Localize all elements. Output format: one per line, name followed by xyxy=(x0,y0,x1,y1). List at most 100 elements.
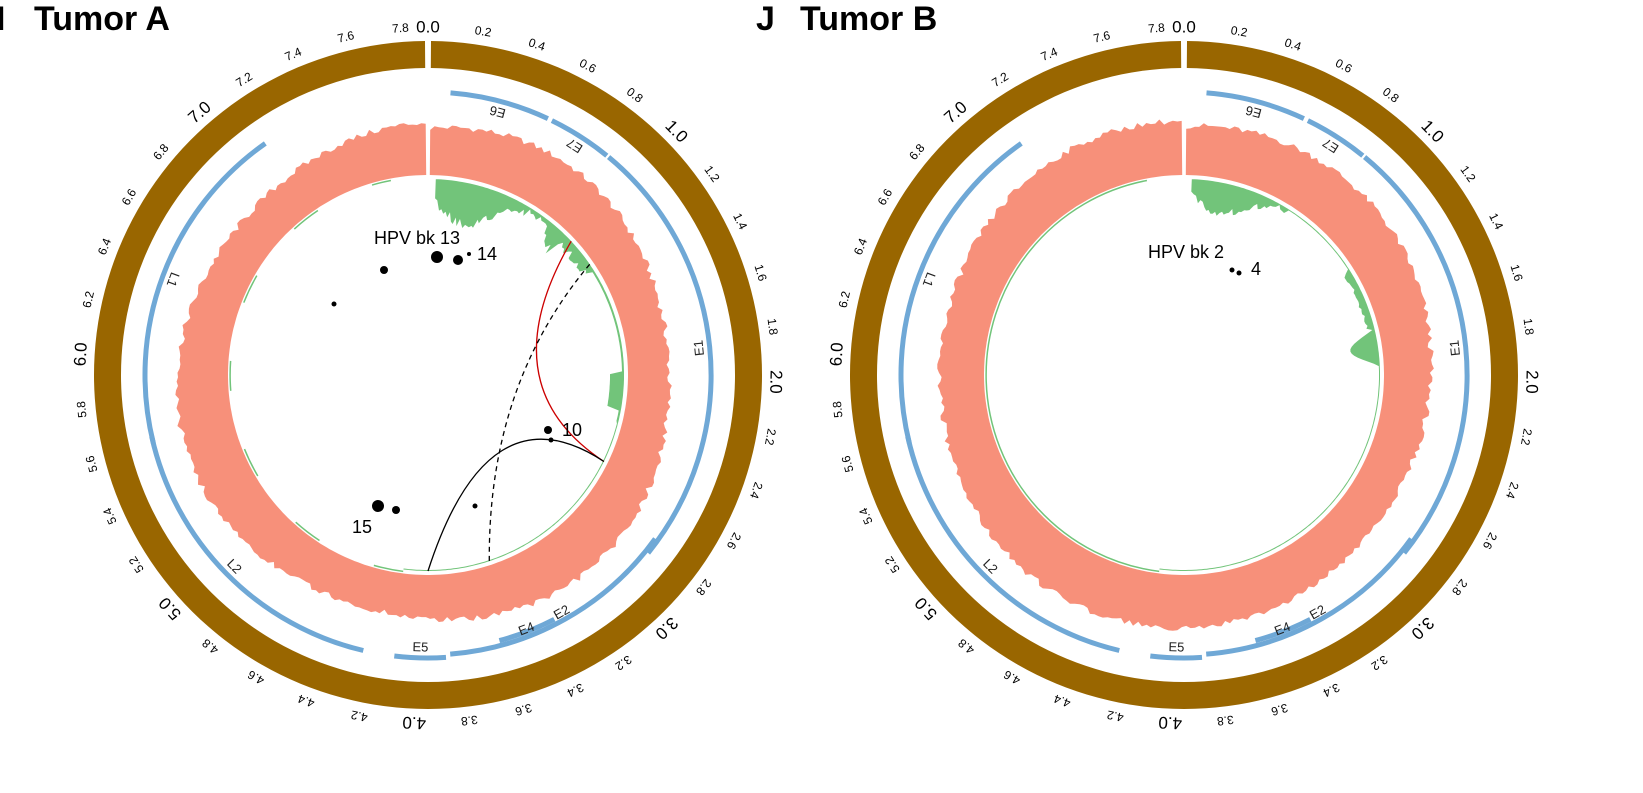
tick-label: 2.2 xyxy=(762,427,779,446)
gene-arc-e1 xyxy=(607,155,714,555)
tick-label: 2.8 xyxy=(693,576,714,598)
tick-label: 0.8 xyxy=(624,85,646,106)
panel-letter-j: J xyxy=(756,0,775,38)
tick-label: 0.0 xyxy=(1172,18,1196,37)
tick-label: 4.8 xyxy=(955,636,977,658)
gene-arc-e4 xyxy=(498,617,556,644)
tick-label: 5.4 xyxy=(856,505,876,526)
gene-label-e7: E7 xyxy=(1320,135,1341,156)
tick-label: 5.8 xyxy=(74,400,90,418)
gene-arc-e5 xyxy=(394,653,447,661)
gene-label-e2: E2 xyxy=(1307,602,1328,623)
tick-label: 3.4 xyxy=(1321,680,1342,700)
breakpoint-dot xyxy=(467,252,471,256)
gene-label-e6: E6 xyxy=(488,103,507,122)
tick-label: 4.6 xyxy=(1001,667,1023,688)
tick-label: 6.0 xyxy=(826,342,846,367)
gene-label-e1: E1 xyxy=(1446,339,1463,356)
gene-arc-e2 xyxy=(450,537,658,657)
tick-label: 1.4 xyxy=(730,211,750,232)
tick-label: 1.8 xyxy=(1521,317,1537,336)
annotation-4: 4 xyxy=(1251,259,1261,279)
coverage-track-thin xyxy=(985,179,1160,573)
tick-label: 5.2 xyxy=(126,554,147,576)
gene-arc-e7 xyxy=(1306,118,1365,158)
tick-label: 3.8 xyxy=(460,713,479,729)
tick-label: 6.6 xyxy=(875,186,896,208)
gene-arc-e6 xyxy=(450,90,549,121)
breakpoint-dot xyxy=(472,503,478,509)
tick-label: 7.2 xyxy=(233,69,255,90)
tick-label: 7.8 xyxy=(392,20,410,35)
gene-arc-e7 xyxy=(550,118,609,158)
tick-label: 6.8 xyxy=(906,141,928,163)
tick-label: 4.2 xyxy=(349,708,368,725)
tick-label: 2.8 xyxy=(1449,576,1470,598)
tick-label: 3.6 xyxy=(513,701,533,719)
breakpoint-link-2 xyxy=(488,263,591,562)
circos-plot-tumor-b: 0.0 0.20.40.60.81.01.21.41.61.82.02.22.42… xyxy=(826,18,1541,733)
tick-label: 0.2 xyxy=(1230,23,1249,40)
tick-label: 2.4 xyxy=(747,480,766,501)
gene-arc-e2 xyxy=(1206,537,1414,657)
tick-label: 0.6 xyxy=(1333,56,1355,76)
tick-label: 7.2 xyxy=(989,69,1011,90)
panel-tumor-b: J Tumor B 0.0 0.20.40.60.81.01.21.41.61.8… xyxy=(756,0,1542,733)
breakpoint-dot xyxy=(380,266,388,274)
tick-label: 1.8 xyxy=(765,317,781,336)
gene-label-e7: E7 xyxy=(564,135,585,156)
tick-label: 7.4 xyxy=(283,44,304,63)
tick-label: 7.6 xyxy=(1092,28,1112,46)
tick-label: 4.8 xyxy=(199,636,221,658)
tick-label: 0.0 xyxy=(416,18,440,37)
annotation-hpv-bk-2: HPV bk 2 xyxy=(1148,242,1224,262)
breakpoint-dot xyxy=(548,437,554,443)
tick-label: 6.8 xyxy=(150,141,172,163)
gene-arc-l1 xyxy=(898,141,1023,444)
gene-arc-l1 xyxy=(142,141,267,444)
tick-label: 0.8 xyxy=(1380,85,1402,106)
breakpoint-dot xyxy=(372,500,384,512)
read-depth-track xyxy=(937,119,1434,631)
tick-label: 2.0 xyxy=(766,370,785,394)
breakpoint-dot xyxy=(1229,267,1235,273)
tick-label: 0.6 xyxy=(577,56,599,76)
tick-label: 4.4 xyxy=(296,691,317,710)
tick-label: 6.2 xyxy=(80,290,97,310)
tick-label: 5.8 xyxy=(830,400,846,418)
panel-letter-i: I xyxy=(0,0,5,38)
read-depth-track xyxy=(175,123,672,622)
breakpoint-dot xyxy=(453,255,463,265)
breakpoint-link-0 xyxy=(535,240,605,463)
breakpoint-dot xyxy=(1236,270,1242,276)
tick-label: 6.6 xyxy=(119,186,140,208)
tick-label: 4.6 xyxy=(245,667,267,688)
panel-title-tumor-b: Tumor B xyxy=(800,0,937,38)
gene-label-e4: E4 xyxy=(516,619,536,639)
tick-label: 6.4 xyxy=(95,236,114,257)
tick-label: 5.6 xyxy=(83,454,101,474)
breakpoint-dot xyxy=(544,426,552,434)
breakpoint-dot xyxy=(392,506,400,514)
gene-arc-e4 xyxy=(1254,617,1312,644)
tick-label: 5.6 xyxy=(839,454,857,474)
circos-plot-tumor-a: 0.0 0.20.40.60.81.01.21.41.61.82.02.22.42… xyxy=(70,18,785,733)
annotation-hpv-bk-13: HPV bk 13 xyxy=(374,228,460,248)
annotation-14: 14 xyxy=(477,244,497,264)
tick-label: 2.6 xyxy=(1480,530,1500,552)
breakpoint-link-1 xyxy=(427,438,605,572)
tick-label: 2.0 xyxy=(1522,370,1541,394)
tick-label: 3.2 xyxy=(1368,652,1390,673)
tick-label: 2.6 xyxy=(724,530,744,552)
gene-label-e5: E5 xyxy=(412,639,428,654)
tick-label: 1.4 xyxy=(1486,211,1506,232)
tick-label: 6.0 xyxy=(70,342,90,367)
gene-arc-e6 xyxy=(1206,90,1305,121)
gene-label-e6: E6 xyxy=(1244,103,1263,122)
tick-label: 3.6 xyxy=(1269,701,1289,719)
tick-label: 5.2 xyxy=(882,554,903,576)
gene-label-e2: E2 xyxy=(551,602,572,623)
annotation-10: 10 xyxy=(562,420,582,440)
gene-label-e4: E4 xyxy=(1272,619,1292,639)
